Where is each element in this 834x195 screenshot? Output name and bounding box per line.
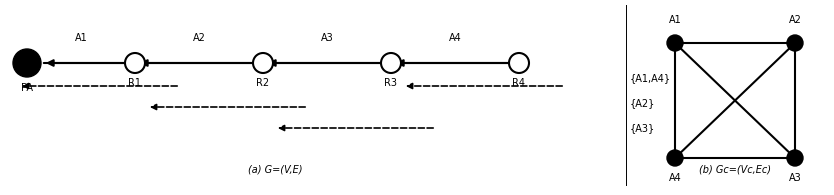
Text: R2: R2 (256, 78, 269, 88)
Text: A2: A2 (193, 33, 205, 43)
Text: R3: R3 (384, 78, 398, 88)
Text: R4: R4 (513, 78, 525, 88)
Circle shape (787, 35, 803, 51)
Circle shape (125, 53, 145, 73)
Text: A3: A3 (320, 33, 334, 43)
Text: A1: A1 (74, 33, 88, 43)
Text: A3: A3 (789, 173, 801, 183)
Circle shape (787, 150, 803, 166)
Text: {A2}: {A2} (630, 98, 656, 108)
Text: A1: A1 (669, 15, 681, 25)
Circle shape (667, 150, 683, 166)
Text: A2: A2 (789, 15, 801, 25)
Text: PA: PA (21, 83, 33, 93)
Circle shape (13, 49, 41, 77)
Text: {A3}: {A3} (630, 123, 656, 133)
Text: A4: A4 (669, 173, 681, 183)
Circle shape (667, 35, 683, 51)
Text: A4: A4 (449, 33, 461, 43)
Text: (a) G=(V,E): (a) G=(V,E) (248, 165, 302, 175)
Circle shape (381, 53, 401, 73)
Circle shape (509, 53, 529, 73)
Circle shape (253, 53, 273, 73)
Text: {A1,A4}: {A1,A4} (630, 73, 671, 83)
Text: (b) Gc=(Vc,Ec): (b) Gc=(Vc,Ec) (699, 165, 771, 175)
Text: R1: R1 (128, 78, 142, 88)
